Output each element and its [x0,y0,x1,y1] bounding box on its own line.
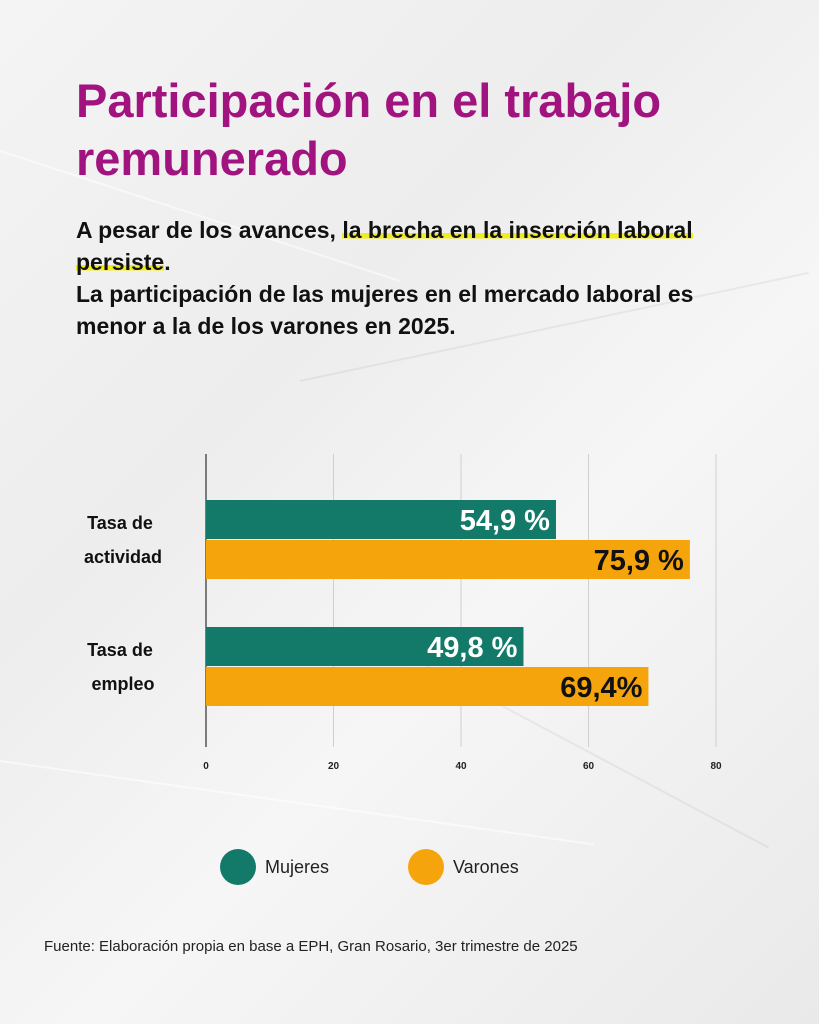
bar-varones-1 [206,667,649,706]
chart-legend: Mujeres Varones [0,849,819,889]
source-note: Fuente: Elaboración propia en base a EPH… [44,938,578,955]
x-tick-label: 80 [710,761,722,772]
legend-label-varones: Varones [453,856,519,877]
data-label-mujeres-0: 54,9 % [460,505,550,537]
subtitle-text-1: A pesar de los avances, [76,217,343,243]
page-title: Participación en el trabajo remunerado [76,74,662,185]
data-label-varones-1: 69,4% [560,672,642,704]
data-label-mujeres-1: 49,8 % [427,632,517,664]
category-label: empleo [91,674,154,694]
subtitle-text-2: . [164,249,171,275]
bar-varones-0 [206,540,690,579]
legend-swatch-varones [408,849,444,885]
category-label: actividad [84,547,162,567]
bar-chart: 54,9 % 75,9 % 49,8 % 69,4% Tasa de actividad… [84,454,722,772]
subtitle: A pesar de los avances, la brecha en la … [76,214,766,342]
bar-mujeres-0 [206,500,556,539]
subtitle-line-2: La participación de las mujeres en el me… [76,281,694,339]
legend-item-mujeres: Mujeres [220,849,329,885]
x-tick-label: 40 [455,761,467,772]
legend-label-mujeres: Mujeres [265,856,330,877]
data-label-varones-0: 75,9 % [594,545,684,577]
legend-item-varones: Varones [408,849,519,885]
x-tick-label: 0 [203,761,209,772]
legend-swatch-mujeres [220,849,256,885]
bar-mujeres-1 [206,627,524,666]
category-label: Tasa de [87,513,153,533]
category-label: Tasa de [87,640,153,660]
x-tick-label: 20 [328,761,340,772]
x-tick-label: 60 [583,761,595,772]
